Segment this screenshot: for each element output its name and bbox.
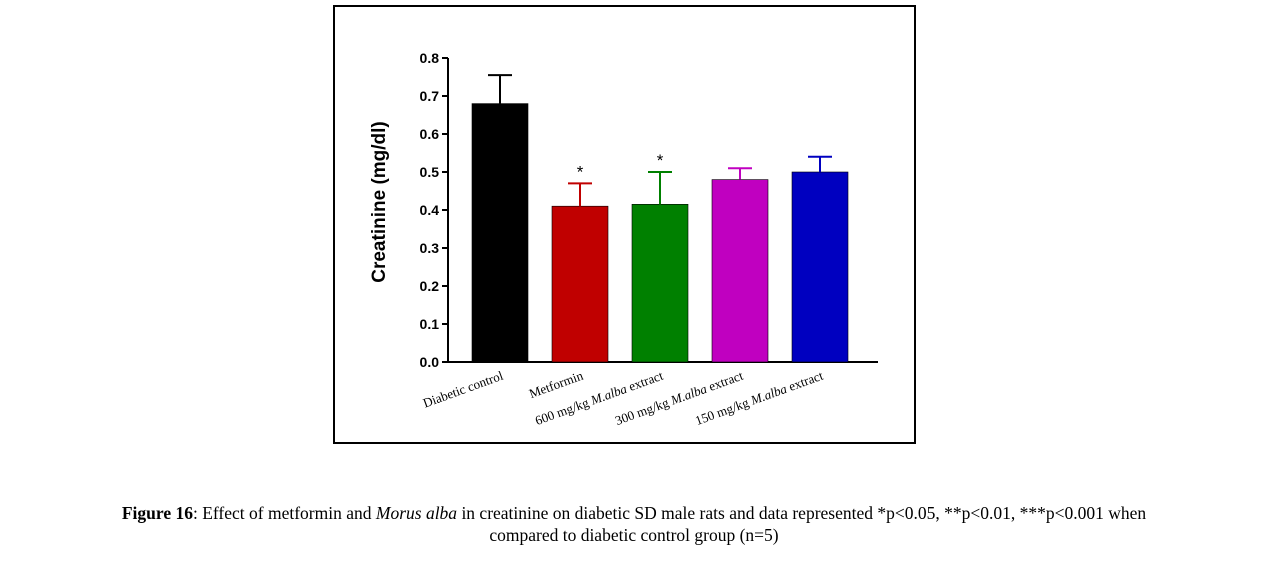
x-category-label: 300 mg/kg M.alba extract	[613, 368, 745, 428]
caption-line-2: compared to diabetic control group (n=5)	[489, 525, 779, 545]
caption-text-part2: in creatinine on diabetic SD male rats a…	[457, 503, 1147, 523]
x-category-label: Diabetic control	[421, 368, 506, 411]
y-tick-label: 0.4	[420, 202, 440, 218]
caption-figure-label: Figure 16	[121, 503, 193, 523]
caption-line-1: Figure 16: Effect of metformin and Morus…	[0, 502, 1268, 524]
y-axis-title: Creatinine (mg/dl)	[369, 121, 390, 283]
y-tick-label: 0.1	[420, 316, 440, 332]
bar	[551, 205, 609, 363]
figure-caption: Figure 16: Effect of metformin and Morus…	[0, 502, 1268, 546]
bar	[631, 204, 689, 363]
bar	[471, 103, 529, 363]
y-tick-label: 0.5	[420, 164, 440, 180]
y-tick-label: 0.2	[420, 278, 440, 294]
y-tick-label: 0.3	[420, 240, 440, 256]
significance-mark: *	[657, 151, 664, 170]
y-tick-label: 0.6	[420, 126, 440, 142]
bar	[791, 171, 849, 363]
significance-mark: *	[577, 162, 584, 181]
caption-species-name: Morus alba	[375, 503, 458, 523]
figure-frame: 0.0 0.1 0.2 0.3 0.4 0.5 0.6 0.7 0.8 Creatinine (m…	[333, 5, 916, 444]
bar	[711, 179, 769, 363]
y-tick-label: 0.8	[420, 50, 440, 66]
bar-chart: 0.0 0.1 0.2 0.3 0.4 0.5 0.6 0.7 0.8 Creatinine (m…	[369, 50, 878, 428]
x-category-label: Metformin	[527, 368, 586, 402]
y-tick-label: 0.0	[420, 354, 440, 370]
caption-text-part1: : Effect of metformin and	[192, 503, 376, 523]
y-tick-label: 0.7	[420, 88, 440, 104]
